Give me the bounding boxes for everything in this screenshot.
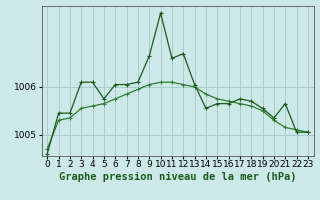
- X-axis label: Graphe pression niveau de la mer (hPa): Graphe pression niveau de la mer (hPa): [59, 172, 296, 182]
